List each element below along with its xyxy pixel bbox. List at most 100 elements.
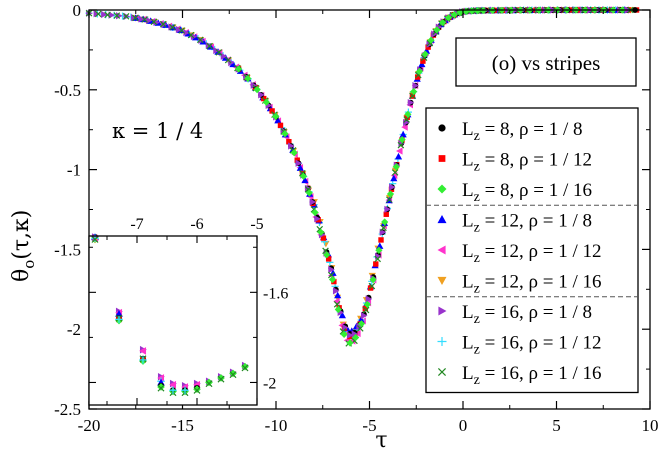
data-point <box>418 60 426 68</box>
data-point <box>277 122 284 129</box>
data-point <box>281 130 289 138</box>
data-point <box>376 242 384 249</box>
legend-marker <box>437 215 447 224</box>
inset-data-point <box>115 315 123 324</box>
data-point <box>340 330 348 338</box>
legend-marker <box>437 245 446 255</box>
legend-marker <box>437 184 447 194</box>
data-point <box>399 130 407 138</box>
data-point <box>333 300 341 308</box>
inset-frame <box>88 235 258 406</box>
inset-data-point <box>169 380 177 389</box>
data-point <box>220 52 228 60</box>
inset-data-point <box>157 383 165 391</box>
legend-label: Lz = 8, ρ = 1 / 16 <box>462 180 592 205</box>
data-point <box>391 169 399 176</box>
inset-data-point <box>205 380 213 388</box>
legend-label-post: = 16, ρ = 1 / 12 <box>480 333 602 354</box>
data-point <box>94 10 102 18</box>
legend-label: Lz = 16, ρ = 1 / 12 <box>462 333 602 358</box>
inset-x-tick-label: -6 <box>190 216 203 233</box>
data-point <box>305 189 313 197</box>
inset-data-point <box>229 371 237 379</box>
data-point <box>431 30 438 38</box>
y-axis-title-sub: o <box>20 260 38 269</box>
data-point <box>389 183 396 191</box>
data-point <box>375 246 383 254</box>
legend-label-pre: L <box>462 333 474 354</box>
data-point <box>224 56 232 64</box>
legend-item: Lz = 16, ρ = 1 / 8 <box>438 302 592 327</box>
legend-label-sub: z <box>474 343 480 358</box>
main-plot: -20 -15 -10 -5 0 5 10 0 -0.5 -1 -1.5 -2 -2.5 τ θo(τ,κ)… <box>9 1 659 453</box>
inset-data-point <box>157 384 165 392</box>
data-point <box>346 339 354 347</box>
data-point <box>378 237 384 243</box>
legend-marker <box>437 276 447 285</box>
data-point <box>334 291 342 299</box>
data-point <box>450 11 458 19</box>
data-point <box>113 12 121 19</box>
x-tick-label: 0 <box>459 416 468 435</box>
x-tick-label: -5 <box>362 416 376 435</box>
data-point <box>368 282 376 290</box>
data-point <box>328 265 335 274</box>
data-point <box>412 82 419 90</box>
data-point <box>373 261 379 267</box>
legend-label: Lz = 8, ρ = 1 / 8 <box>462 119 583 144</box>
legend-label-post: = 8, ρ = 1 / 8 <box>480 119 583 140</box>
data-point <box>320 235 327 241</box>
legend-item: Lz = 8, ρ = 1 / 8 <box>438 119 583 144</box>
data-point <box>328 275 337 284</box>
data-point <box>150 18 158 26</box>
legend-label-pre: L <box>462 150 474 171</box>
data-point <box>183 29 190 37</box>
inset-data-point <box>115 310 123 317</box>
data-point <box>433 26 441 34</box>
legend-item: Lz = 12, ρ = 1 / 12 <box>437 241 602 266</box>
data-point <box>309 198 317 206</box>
data-point <box>288 142 295 150</box>
data-point <box>332 287 340 295</box>
data-point <box>301 176 309 184</box>
data-point <box>317 228 325 236</box>
data-point <box>392 163 400 171</box>
legend-label-sub: z <box>474 129 480 144</box>
data-point <box>311 208 319 217</box>
legend-label-post: = 16, ρ = 1 / 8 <box>480 302 592 323</box>
data-point <box>122 13 130 20</box>
data-point <box>468 7 476 15</box>
legend-label-post: = 8, ρ = 1 / 16 <box>480 180 592 201</box>
data-point <box>296 164 304 171</box>
data-point <box>235 65 243 73</box>
data-point <box>159 20 167 28</box>
data-point <box>439 18 447 27</box>
legend-label: Lz = 12, ρ = 1 / 12 <box>462 241 602 266</box>
inset-data-point <box>241 362 249 371</box>
data-point <box>361 311 368 320</box>
legend-label-sub: z <box>474 190 480 205</box>
inset-data-point <box>193 386 201 394</box>
legend-item: Lz = 8, ρ = 1 / 16 <box>437 180 592 205</box>
data-point <box>414 74 421 80</box>
kappa-annotation: κ = 1 / 4 <box>112 119 203 143</box>
inset-data-point <box>229 369 237 378</box>
legend-label: Lz = 16, ρ = 1 / 16 <box>462 363 602 388</box>
legend-label-pre: L <box>462 211 474 232</box>
data-point <box>272 112 280 121</box>
inset-data-point <box>139 356 147 364</box>
legend-item: Lz = 16, ρ = 1 / 16 <box>437 363 602 388</box>
y-axis-title-main: θ <box>9 269 34 282</box>
inset-data-point <box>241 364 249 372</box>
y-axis-title-args: (τ,κ) <box>9 210 34 260</box>
legend-box <box>425 107 639 394</box>
data-point <box>410 87 418 96</box>
inset-data-point <box>169 386 177 395</box>
data-point <box>383 211 389 217</box>
inset-y-tick-label: -1.6 <box>263 285 288 302</box>
legend-label-sub: z <box>474 221 480 236</box>
data-point <box>228 59 235 67</box>
data-point <box>93 10 101 18</box>
title-box <box>455 37 637 87</box>
